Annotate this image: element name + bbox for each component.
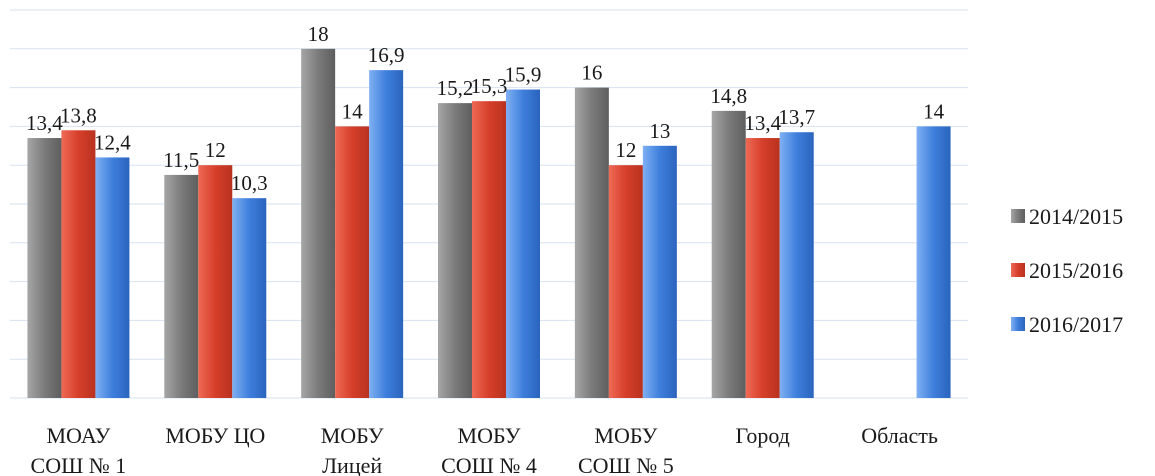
data-labels: 13,413,812,411,5 1210,3181416,915,215,315… bbox=[26, 22, 945, 195]
category-labels: МОАУ СОШ № 1 МОБУ ЦО МОБУ Лицей МОБУ СОШ № 4 МО… bbox=[31, 423, 938, 476]
category-label: СОШ № 1 bbox=[31, 453, 127, 476]
data-label: 13 bbox=[649, 119, 670, 143]
data-label: 12 bbox=[205, 138, 226, 162]
bar-2015-2016 bbox=[745, 138, 780, 399]
bar-2015-2016 bbox=[608, 165, 643, 398]
bar-2016-2017 bbox=[642, 145, 677, 398]
legend-item: 2016/2017 bbox=[1011, 312, 1123, 337]
data-label: 14 bbox=[342, 99, 364, 123]
data-label: 13,4 bbox=[744, 111, 781, 135]
data-label: 10,3 bbox=[231, 171, 268, 195]
category-label: Лицей bbox=[322, 453, 382, 476]
bar-2016-2017 bbox=[232, 198, 267, 398]
legend-swatch bbox=[1011, 263, 1025, 277]
bar-2016-2017 bbox=[369, 70, 404, 398]
category-label: Область bbox=[861, 423, 938, 448]
bar-2016-2017 bbox=[779, 132, 814, 398]
category-label: МОАУ bbox=[46, 423, 110, 448]
legend-label: 2016/2017 bbox=[1029, 312, 1123, 337]
data-label: 12,4 bbox=[94, 130, 131, 154]
bar-2014-2015 bbox=[574, 87, 609, 398]
category-label: МОБУ bbox=[458, 423, 521, 448]
category-label: СОШ № 5 bbox=[578, 453, 674, 476]
category-label: МОБУ ЦО bbox=[165, 423, 265, 448]
category-label: МОБУ bbox=[594, 423, 657, 448]
bar-2014-2015 bbox=[27, 138, 62, 399]
data-label: 16,9 bbox=[368, 43, 405, 67]
bars bbox=[27, 48, 951, 399]
data-label: 15,9 bbox=[505, 63, 542, 87]
data-label: 11,5 bbox=[163, 148, 199, 172]
bar-2015-2016 bbox=[335, 126, 370, 399]
bar-2014-2015 bbox=[438, 103, 472, 399]
legend-swatch bbox=[1011, 209, 1025, 223]
data-label: 14 bbox=[923, 99, 945, 123]
data-label: 14,8 bbox=[710, 84, 747, 108]
bar-2016-2017 bbox=[506, 89, 540, 398]
bar-2015-2016 bbox=[61, 130, 96, 398]
bar-2014-2015 bbox=[301, 48, 336, 399]
data-label: 13,8 bbox=[60, 103, 97, 127]
legend-item: 2014/2015 bbox=[1011, 204, 1123, 229]
data-label: 15,2 bbox=[437, 76, 474, 100]
data-label: 15,3 bbox=[471, 74, 508, 98]
legend: 2014/2015 2015/2016 2016/2017 bbox=[1011, 204, 1123, 337]
data-label: 13,7 bbox=[778, 105, 815, 129]
bar-2015-2016 bbox=[198, 165, 233, 398]
bar-2015-2016 bbox=[472, 101, 506, 399]
category-label: МОБУ bbox=[321, 423, 384, 448]
bar-2016-2017 bbox=[916, 126, 951, 399]
data-label: 16 bbox=[581, 61, 602, 85]
category-label: СОШ № 4 bbox=[441, 453, 537, 476]
legend-item: 2015/2016 bbox=[1011, 258, 1123, 283]
legend-label: 2014/2015 bbox=[1029, 204, 1123, 229]
data-label: 13,4 bbox=[26, 111, 63, 135]
bar-2016-2017 bbox=[95, 157, 130, 398]
category-label: Город bbox=[736, 423, 790, 448]
bar-2014-2015 bbox=[164, 174, 199, 398]
data-label: 18 bbox=[308, 22, 329, 46]
bar-2014-2015 bbox=[711, 110, 746, 398]
legend-label: 2015/2016 bbox=[1029, 258, 1123, 283]
data-label: 12 bbox=[615, 138, 636, 162]
legend-swatch bbox=[1011, 317, 1025, 331]
